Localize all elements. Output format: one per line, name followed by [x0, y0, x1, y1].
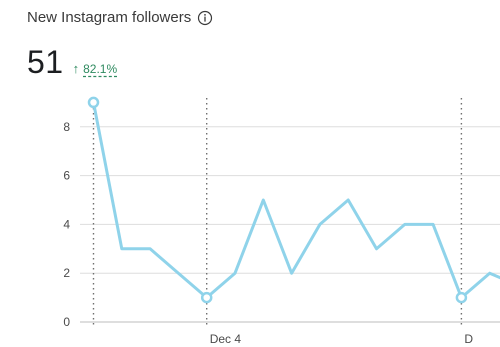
- y-tick-label: 8: [63, 120, 70, 134]
- y-tick-label: 2: [63, 266, 70, 280]
- change-indicator: ↑ 82.1%: [73, 61, 118, 76]
- data-point: [455, 291, 468, 304]
- data-point: [87, 96, 100, 109]
- metric-summary: 51 ↑ 82.1%: [27, 44, 117, 81]
- chart-title: New Instagram followers: [27, 9, 192, 26]
- chart-header: New Instagram followers: [27, 9, 213, 26]
- y-tick-label: 4: [63, 217, 70, 231]
- x-tick-label: D: [464, 332, 473, 346]
- y-tick-label: 6: [63, 169, 70, 183]
- arrow-up-icon: ↑: [72, 61, 80, 76]
- series-line: [92, 100, 500, 300]
- change-percent[interactable]: 82.1%: [83, 62, 118, 76]
- data-point: [200, 291, 213, 304]
- info-icon[interactable]: [197, 10, 213, 26]
- y-tick-label: 0: [63, 315, 70, 329]
- follower-count: 51: [27, 44, 64, 80]
- x-tick-label: Dec 4: [210, 332, 242, 346]
